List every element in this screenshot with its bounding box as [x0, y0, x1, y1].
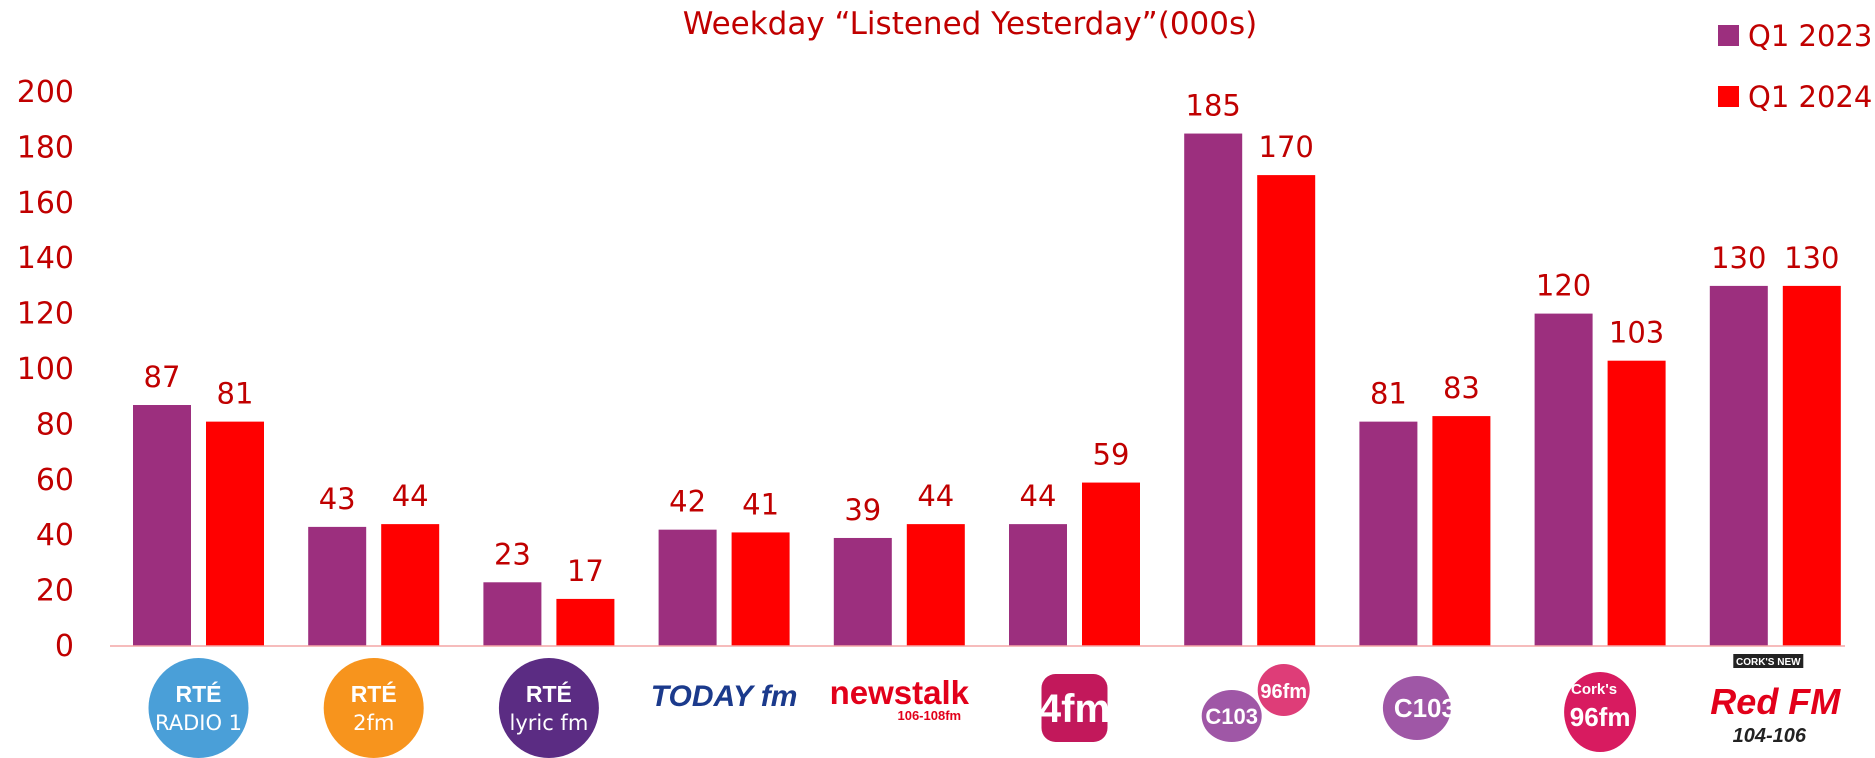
bar-q1-2023	[133, 405, 191, 646]
data-labels: 87 81 43 44 23 17 42 41 39 44 44 59 185 170 81 83 120 103…	[144, 89, 1840, 588]
data-label: 44	[1020, 479, 1057, 513]
bar-q1-2023	[1359, 421, 1418, 646]
y-tick-label: 140	[17, 241, 74, 276]
data-label: 130	[1711, 241, 1766, 275]
bar-q1-2024	[906, 524, 965, 646]
bar-q1-2024	[556, 598, 615, 646]
y-axis: 0 20 40 60 80 100 120 140 160 180 200	[17, 75, 74, 664]
bar-q1-2024	[1257, 175, 1316, 646]
station-logos: RTÉ RADIO 1 RTÉ 2fm RTÉ lyric fm TODAY fm newst…	[148, 654, 1841, 758]
bar-q1-2023	[308, 526, 367, 646]
today-fm-logo: TODAY fm	[651, 680, 798, 713]
data-label: 42	[669, 485, 706, 519]
bar-q1-2023	[1709, 285, 1768, 646]
data-label: 81	[1370, 377, 1407, 411]
data-label: 185	[1186, 89, 1241, 123]
y-tick-label: 80	[36, 407, 74, 442]
svg-text:lyric fm: lyric fm	[509, 711, 588, 735]
svg-text:Red FM: Red FM	[1710, 681, 1841, 722]
rte-2fm-logo: RTÉ 2fm	[323, 658, 424, 758]
bar-q1-2023	[833, 537, 892, 646]
svg-text:RTÉ: RTÉ	[176, 680, 222, 707]
corks-96fm-logo: Cork's 96fm	[1564, 672, 1637, 752]
data-label: 59	[1093, 438, 1130, 472]
data-label: 39	[844, 493, 881, 527]
bar-q1-2023	[1009, 524, 1067, 646]
y-tick-label: 200	[17, 75, 74, 110]
legend-swatch	[1718, 25, 1739, 46]
svg-text:C103: C103	[1394, 693, 1456, 723]
4fm-logo: 4fm	[1039, 674, 1110, 742]
y-tick-label: 180	[17, 130, 74, 165]
svg-text:104-106: 104-106	[1733, 725, 1807, 747]
data-label: 43	[319, 482, 356, 516]
bar-q1-2024	[381, 524, 440, 646]
svg-text:Cork's: Cork's	[1571, 681, 1617, 698]
legend: Q1 2023 Q1 2024	[1718, 19, 1872, 114]
data-label: 87	[144, 360, 181, 394]
data-label: 23	[494, 537, 531, 571]
y-tick-label: 60	[36, 463, 74, 498]
legend-label: Q1 2023	[1748, 19, 1872, 53]
red-fm-logo: CORK'S NEW Red FM 104-106	[1710, 654, 1841, 747]
data-label: 81	[217, 377, 254, 411]
bar-q1-2024	[1082, 482, 1140, 646]
chart-title: Weekday “Listened Yesterday”(000s)	[683, 6, 1257, 42]
rte-lyric-fm-logo: RTÉ lyric fm	[498, 658, 599, 758]
y-tick-label: 100	[17, 352, 74, 387]
bars	[133, 133, 1841, 647]
svg-text:96fm: 96fm	[1570, 702, 1631, 732]
bar-q1-2023	[1184, 133, 1243, 647]
data-label: 120	[1536, 269, 1591, 303]
data-label: 41	[742, 487, 779, 521]
rte-radio-1-logo: RTÉ RADIO 1	[148, 658, 249, 758]
data-label: 170	[1259, 130, 1314, 164]
y-tick-label: 120	[17, 297, 74, 332]
data-label: 44	[917, 479, 954, 513]
svg-text:2fm: 2fm	[353, 711, 394, 735]
c103-logo: C103	[1382, 676, 1456, 740]
bar-q1-2024	[1607, 360, 1666, 646]
data-label: 130	[1784, 241, 1839, 275]
data-label: 103	[1609, 316, 1664, 350]
svg-text:RTÉ: RTÉ	[351, 680, 397, 707]
svg-text:TODAY fm: TODAY fm	[651, 680, 798, 713]
bar-q1-2024	[206, 421, 264, 646]
svg-text:4fm: 4fm	[1039, 687, 1110, 731]
data-label: 17	[567, 554, 604, 588]
svg-text:CORK'S NEW: CORK'S NEW	[1736, 657, 1801, 668]
y-tick-label: 20	[36, 574, 74, 609]
legend-label: Q1 2024	[1748, 80, 1872, 114]
bar-q1-2023	[1534, 313, 1593, 646]
svg-text:RTÉ: RTÉ	[526, 680, 572, 707]
bar-q1-2024	[1432, 416, 1491, 646]
bar-q1-2024	[731, 532, 790, 646]
data-label: 44	[392, 479, 429, 513]
svg-text:96fm: 96fm	[1260, 681, 1307, 703]
svg-text:RADIO 1: RADIO 1	[155, 711, 242, 735]
legend-swatch	[1718, 86, 1739, 107]
y-tick-label: 0	[55, 629, 74, 664]
bar-q1-2023	[483, 582, 542, 646]
y-tick-label: 40	[36, 518, 74, 553]
bar-q1-2023	[658, 529, 717, 646]
svg-text:newstalk: newstalk	[830, 674, 970, 711]
y-tick-label: 160	[17, 186, 74, 221]
svg-text:106-108fm: 106-108fm	[897, 708, 961, 723]
svg-text:C103: C103	[1205, 704, 1258, 729]
data-label: 83	[1443, 371, 1480, 405]
bar-q1-2024	[1782, 285, 1841, 646]
